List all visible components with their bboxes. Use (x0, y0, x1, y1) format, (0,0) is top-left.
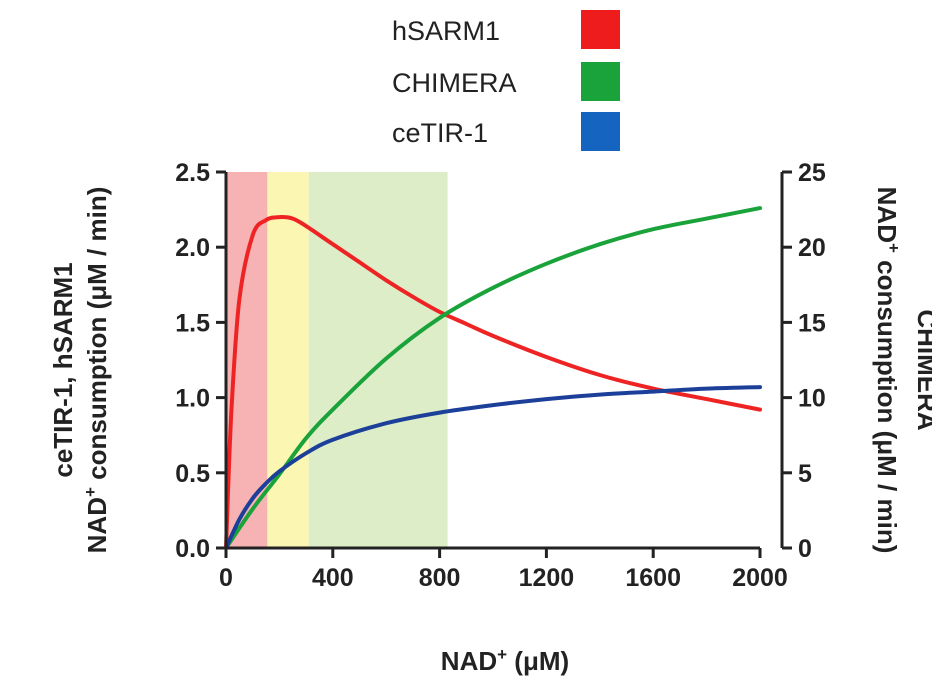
data-series (224, 206, 762, 550)
right-y-tick-label: 25 (798, 159, 826, 187)
legend-label: CHIMERA (392, 68, 517, 98)
left-y-axis-title-line1: ceTIR-1, hSARM1 (48, 262, 78, 477)
x-tick-label: 1200 (519, 564, 575, 592)
x-axis-title: NAD+ (μM) (441, 645, 569, 676)
right-y-tick-label: 0 (798, 535, 812, 563)
yellow-band (267, 172, 309, 548)
x-tick-label: 1600 (625, 564, 681, 592)
legend-swatch (581, 10, 620, 49)
x-axis-ticks: 0 400 800 1200 1600 2000 (219, 548, 788, 592)
right-y-axis-ticks: 0 5 10 15 20 25 (782, 159, 826, 563)
left-y-axis-ticks: 0.0 0.5 1.0 1.5 2.0 2.5 (175, 159, 226, 563)
right-y-tick-label: 15 (798, 309, 826, 337)
legend-swatch (581, 62, 620, 101)
x-tick-label: 2000 (732, 564, 788, 592)
red-band (226, 172, 268, 548)
series-cetir-1 (224, 385, 762, 550)
left-y-axis-title-line2: NAD+ consumption (μM / min) (81, 187, 112, 554)
right-y-axis-title: NAD+ consumption (μM / min) CHIMERA (872, 187, 932, 554)
x-tick-label: 800 (419, 564, 461, 592)
shaded-regions (226, 172, 448, 548)
right-y-tick-label: 5 (798, 460, 812, 488)
left-y-axis-title: ceTIR-1, hSARM1 NAD+ consumption (μM / m… (48, 187, 112, 554)
right-y-axis-title-line2: NAD+ consumption (μM / min) (872, 187, 903, 554)
legend: hSARM1 CHIMERA ceTIR-1 (392, 10, 620, 151)
left-y-tick-label: 2.0 (175, 234, 210, 262)
right-y-axis-title-line1: CHIMERA (912, 309, 932, 431)
left-y-tick-label: 1.5 (175, 309, 210, 337)
left-y-tick-label: 0.5 (175, 460, 210, 488)
left-y-tick-label: 1.0 (175, 385, 210, 413)
right-y-tick-label: 20 (798, 234, 826, 262)
right-y-tick-label: 10 (798, 385, 826, 413)
green-band (308, 172, 448, 548)
legend-label: ceTIR-1 (392, 118, 488, 148)
series-hsarm1 (224, 215, 762, 550)
left-y-tick-label: 0.0 (175, 535, 210, 563)
x-tick-label: 0 (219, 564, 233, 592)
legend-label: hSARM1 (392, 16, 500, 46)
left-y-tick-label: 2.5 (175, 159, 210, 187)
series-chimera (224, 206, 762, 550)
x-tick-label: 400 (312, 564, 354, 592)
legend-swatch (581, 112, 620, 151)
